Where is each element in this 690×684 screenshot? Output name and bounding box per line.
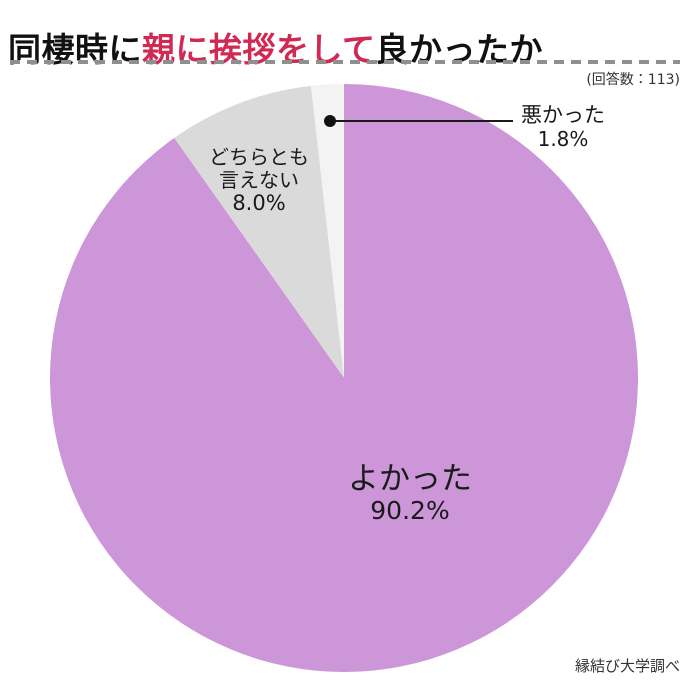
page-title: 同棲時に親に挨拶をして良かったか xyxy=(8,30,543,70)
slice-label-dochira-pct: 8.0% xyxy=(232,190,286,215)
respondent-count: (回答数：113) xyxy=(586,72,680,88)
slice-label-dochira-line2: 言えない xyxy=(219,167,299,192)
pie xyxy=(50,84,638,672)
source-credit: 縁結び大学調べ xyxy=(574,657,680,675)
slice-label-dochira: どちらとも 言えない 8.0% xyxy=(189,146,329,216)
slice-label-yokatta-text: よかった xyxy=(348,461,472,497)
slice-label-warukatta-pct: 1.8% xyxy=(537,126,589,151)
leader-dot xyxy=(324,115,336,127)
slice-label-warukatta-text: 悪かった xyxy=(521,103,605,127)
slice-label-dochira-line1: どちらとも xyxy=(209,145,309,169)
dashed-divider xyxy=(10,60,680,64)
slice-label-yokatta-pct: 90.2% xyxy=(370,495,450,525)
slice-label-warukatta: 悪かった 1.8% xyxy=(503,103,623,151)
leader-line xyxy=(330,120,513,122)
slice-label-yokatta: よかった 90.2% xyxy=(310,462,510,525)
